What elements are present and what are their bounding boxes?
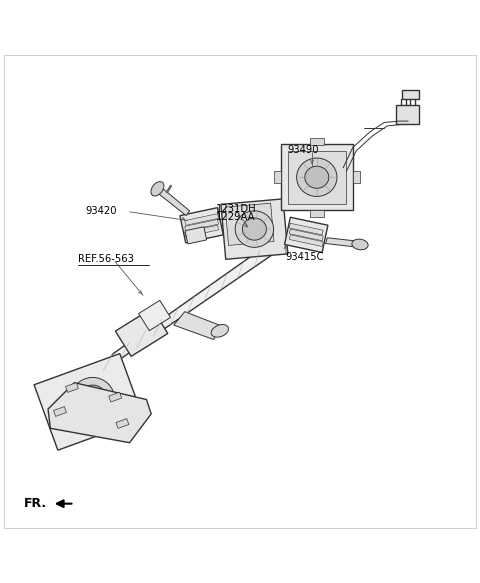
Ellipse shape <box>151 181 164 196</box>
Polygon shape <box>289 235 323 247</box>
Ellipse shape <box>297 158 337 196</box>
Polygon shape <box>285 217 328 252</box>
Polygon shape <box>221 199 288 259</box>
Polygon shape <box>310 138 324 145</box>
Ellipse shape <box>71 377 115 422</box>
Polygon shape <box>289 223 323 235</box>
Ellipse shape <box>305 166 329 188</box>
Polygon shape <box>185 219 218 231</box>
Polygon shape <box>274 171 281 183</box>
Ellipse shape <box>87 394 98 405</box>
Polygon shape <box>185 227 206 244</box>
Polygon shape <box>115 308 168 356</box>
Ellipse shape <box>235 211 274 247</box>
Polygon shape <box>352 171 360 183</box>
Text: 93420: 93420 <box>85 206 117 216</box>
Polygon shape <box>54 406 66 416</box>
Polygon shape <box>325 238 361 247</box>
Polygon shape <box>310 210 324 217</box>
Polygon shape <box>185 213 218 226</box>
Polygon shape <box>174 312 222 339</box>
Polygon shape <box>402 90 419 99</box>
Polygon shape <box>109 392 121 402</box>
Polygon shape <box>289 229 323 241</box>
Ellipse shape <box>352 239 368 250</box>
Polygon shape <box>103 238 276 371</box>
Ellipse shape <box>242 218 266 240</box>
Polygon shape <box>225 203 274 245</box>
Ellipse shape <box>78 385 107 414</box>
Polygon shape <box>48 382 151 442</box>
Text: FR.: FR. <box>24 497 47 510</box>
Text: 93415C: 93415C <box>286 252 324 262</box>
Text: 93490: 93490 <box>287 145 319 155</box>
Polygon shape <box>288 151 346 203</box>
Polygon shape <box>180 208 223 243</box>
Polygon shape <box>185 225 218 237</box>
Polygon shape <box>139 300 170 331</box>
Text: 1231DH: 1231DH <box>216 204 257 214</box>
Ellipse shape <box>211 325 228 337</box>
Polygon shape <box>396 106 419 124</box>
Polygon shape <box>156 187 190 216</box>
Text: REF.56-563: REF.56-563 <box>78 254 134 264</box>
Text: 1229AA: 1229AA <box>216 212 255 222</box>
Polygon shape <box>116 419 129 429</box>
Polygon shape <box>34 354 144 450</box>
Polygon shape <box>66 382 78 392</box>
Polygon shape <box>281 144 353 210</box>
